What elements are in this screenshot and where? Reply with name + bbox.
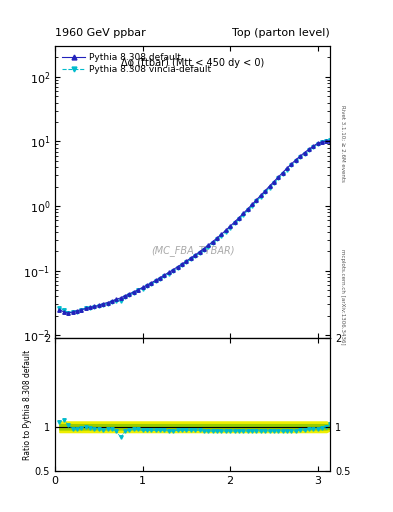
Text: (MC_FBA_TTBAR): (MC_FBA_TTBAR): [151, 245, 234, 256]
Text: Rivet 3.1.10; ≥ 2.6M events: Rivet 3.1.10; ≥ 2.6M events: [340, 105, 345, 182]
Text: 1960 GeV ppbar: 1960 GeV ppbar: [55, 28, 146, 38]
Text: mcplots.cern.ch [arXiv:1306.3436]: mcplots.cern.ch [arXiv:1306.3436]: [340, 249, 345, 345]
Y-axis label: Ratio to Pythia 8.308 default: Ratio to Pythia 8.308 default: [23, 350, 32, 460]
Legend: Pythia 8.308 default, Pythia 8.308 vincia-default: Pythia 8.308 default, Pythia 8.308 vinci…: [59, 51, 214, 77]
Text: Δφ (t̅tbar) (Mtt < 450 dy < 0): Δφ (t̅tbar) (Mtt < 450 dy < 0): [121, 58, 264, 68]
Text: Top (parton level): Top (parton level): [232, 28, 330, 38]
